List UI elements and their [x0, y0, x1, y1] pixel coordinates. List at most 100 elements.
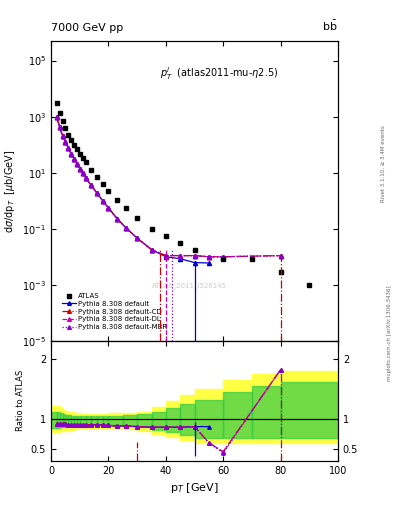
- Pythia 8.308 default-DL: [149, 247, 154, 253]
- Pythia 8.308 default-DL: [192, 252, 197, 259]
- Pythia 8.308 default-CD: [115, 216, 119, 222]
- ATLAS: [135, 215, 140, 221]
- ATLAS: [55, 100, 59, 106]
- Pythia 8.308 default-MBR: [66, 145, 71, 151]
- Pythia 8.308 default-MBR: [57, 124, 62, 131]
- ATLAS: [100, 181, 105, 187]
- Text: 7000 GeV pp: 7000 GeV pp: [51, 23, 123, 33]
- Pythia 8.308 default: [66, 145, 71, 151]
- Line: Pythia 8.308 default-MBR: Pythia 8.308 default-MBR: [55, 115, 283, 259]
- Pythia 8.308 default-MBR: [89, 182, 94, 188]
- ATLAS: [69, 137, 73, 143]
- X-axis label: p$_T$ [GeV]: p$_T$ [GeV]: [170, 481, 219, 495]
- Pythia 8.308 default-MBR: [63, 139, 68, 145]
- Pythia 8.308 default-CD: [77, 165, 82, 172]
- Pythia 8.308 default-CD: [69, 151, 73, 157]
- Pythia 8.308 default-DL: [115, 216, 119, 222]
- ATLAS: [178, 240, 183, 246]
- Pythia 8.308 default-MBR: [115, 216, 119, 222]
- ATLAS: [250, 255, 254, 262]
- Pythia 8.308 default-DL: [135, 235, 140, 241]
- Y-axis label: Ratio to ATLAS: Ratio to ATLAS: [16, 370, 25, 432]
- Pythia 8.308 default: [89, 182, 94, 188]
- Pythia 8.308 default-DL: [72, 156, 76, 162]
- Pythia 8.308 default-DL: [55, 114, 59, 120]
- ATLAS: [89, 167, 94, 173]
- Pythia 8.308 default: [178, 255, 183, 262]
- Pythia 8.308 default-DL: [77, 165, 82, 172]
- Pythia 8.308 default: [123, 224, 128, 230]
- Line: Pythia 8.308 default: Pythia 8.308 default: [55, 115, 211, 265]
- Pythia 8.308 default-DL: [106, 205, 111, 211]
- ATLAS: [83, 159, 88, 165]
- ATLAS: [192, 247, 197, 253]
- Pythia 8.308 default-DL: [89, 182, 94, 188]
- Text: Rivet 3.1.10, ≥ 3.4M events: Rivet 3.1.10, ≥ 3.4M events: [381, 125, 386, 202]
- ATLAS: [66, 132, 71, 138]
- Pythia 8.308 default-CD: [106, 205, 111, 211]
- Pythia 8.308 default-DL: [80, 170, 85, 176]
- Pythia 8.308 default-CD: [278, 252, 283, 259]
- ATLAS: [221, 255, 226, 262]
- Line: ATLAS: ATLAS: [54, 101, 312, 287]
- Pythia 8.308 default: [77, 165, 82, 172]
- Pythia 8.308 default: [207, 260, 211, 266]
- Pythia 8.308 default-MBR: [106, 205, 111, 211]
- Pythia 8.308 default-MBR: [55, 114, 59, 120]
- ATLAS: [75, 146, 79, 152]
- Pythia 8.308 default-CD: [135, 235, 140, 241]
- Legend: ATLAS, Pythia 8.308 default, Pythia 8.308 default-CD, Pythia 8.308 default-DL, P: ATLAS, Pythia 8.308 default, Pythia 8.30…: [60, 292, 169, 331]
- Text: b$\bar{\rm b}$: b$\bar{\rm b}$: [323, 19, 338, 33]
- Pythia 8.308 default-DL: [207, 253, 211, 260]
- Pythia 8.308 default: [75, 161, 79, 167]
- Pythia 8.308 default-DL: [66, 145, 71, 151]
- Pythia 8.308 default-CD: [221, 253, 226, 260]
- Pythia 8.308 default-MBR: [278, 252, 283, 259]
- ATLAS: [149, 226, 154, 232]
- Text: ATLAS_2011_I526145: ATLAS_2011_I526145: [152, 282, 226, 289]
- Line: Pythia 8.308 default-DL: Pythia 8.308 default-DL: [55, 115, 283, 259]
- Pythia 8.308 default: [163, 253, 168, 260]
- Pythia 8.308 default-MBR: [135, 235, 140, 241]
- Pythia 8.308 default-DL: [178, 252, 183, 259]
- Pythia 8.308 default-CD: [95, 190, 99, 196]
- Pythia 8.308 default: [55, 114, 59, 120]
- Y-axis label: d$\sigma$/dp$_T$  [$\mu$b/GeV]: d$\sigma$/dp$_T$ [$\mu$b/GeV]: [3, 149, 17, 232]
- Pythia 8.308 default-CD: [80, 170, 85, 176]
- Pythia 8.308 default: [72, 156, 76, 162]
- Pythia 8.308 default: [63, 139, 68, 145]
- Pythia 8.308 default-DL: [100, 198, 105, 204]
- Text: mcplots.cern.ch [arXiv:1306.3436]: mcplots.cern.ch [arXiv:1306.3436]: [387, 285, 391, 380]
- Pythia 8.308 default: [60, 133, 65, 139]
- Pythia 8.308 default-MBR: [69, 151, 73, 157]
- Pythia 8.308 default-DL: [75, 161, 79, 167]
- Pythia 8.308 default-CD: [57, 124, 62, 131]
- ATLAS: [77, 151, 82, 157]
- Pythia 8.308 default-CD: [207, 253, 211, 260]
- Pythia 8.308 default-CD: [66, 145, 71, 151]
- Pythia 8.308 default-CD: [123, 224, 128, 230]
- Pythia 8.308 default: [135, 235, 140, 241]
- Pythia 8.308 default-CD: [55, 114, 59, 120]
- Pythia 8.308 default-MBR: [75, 161, 79, 167]
- ATLAS: [163, 233, 168, 239]
- Pythia 8.308 default: [83, 175, 88, 181]
- Pythia 8.308 default-CD: [149, 247, 154, 253]
- Pythia 8.308 default-DL: [60, 133, 65, 139]
- Pythia 8.308 default-MBR: [60, 133, 65, 139]
- Pythia 8.308 default-CD: [89, 182, 94, 188]
- Pythia 8.308 default-CD: [75, 161, 79, 167]
- Pythia 8.308 default-MBR: [100, 198, 105, 204]
- Pythia 8.308 default-MBR: [178, 252, 183, 259]
- Pythia 8.308 default-CD: [100, 198, 105, 204]
- Pythia 8.308 default-DL: [221, 253, 226, 260]
- Pythia 8.308 default: [80, 170, 85, 176]
- Pythia 8.308 default-CD: [163, 252, 168, 259]
- Pythia 8.308 default: [192, 260, 197, 266]
- Pythia 8.308 default: [69, 151, 73, 157]
- ATLAS: [307, 282, 312, 288]
- Pythia 8.308 default-MBR: [123, 224, 128, 230]
- Pythia 8.308 default-MBR: [149, 247, 154, 253]
- Pythia 8.308 default-MBR: [221, 253, 226, 260]
- Pythia 8.308 default-DL: [278, 252, 283, 259]
